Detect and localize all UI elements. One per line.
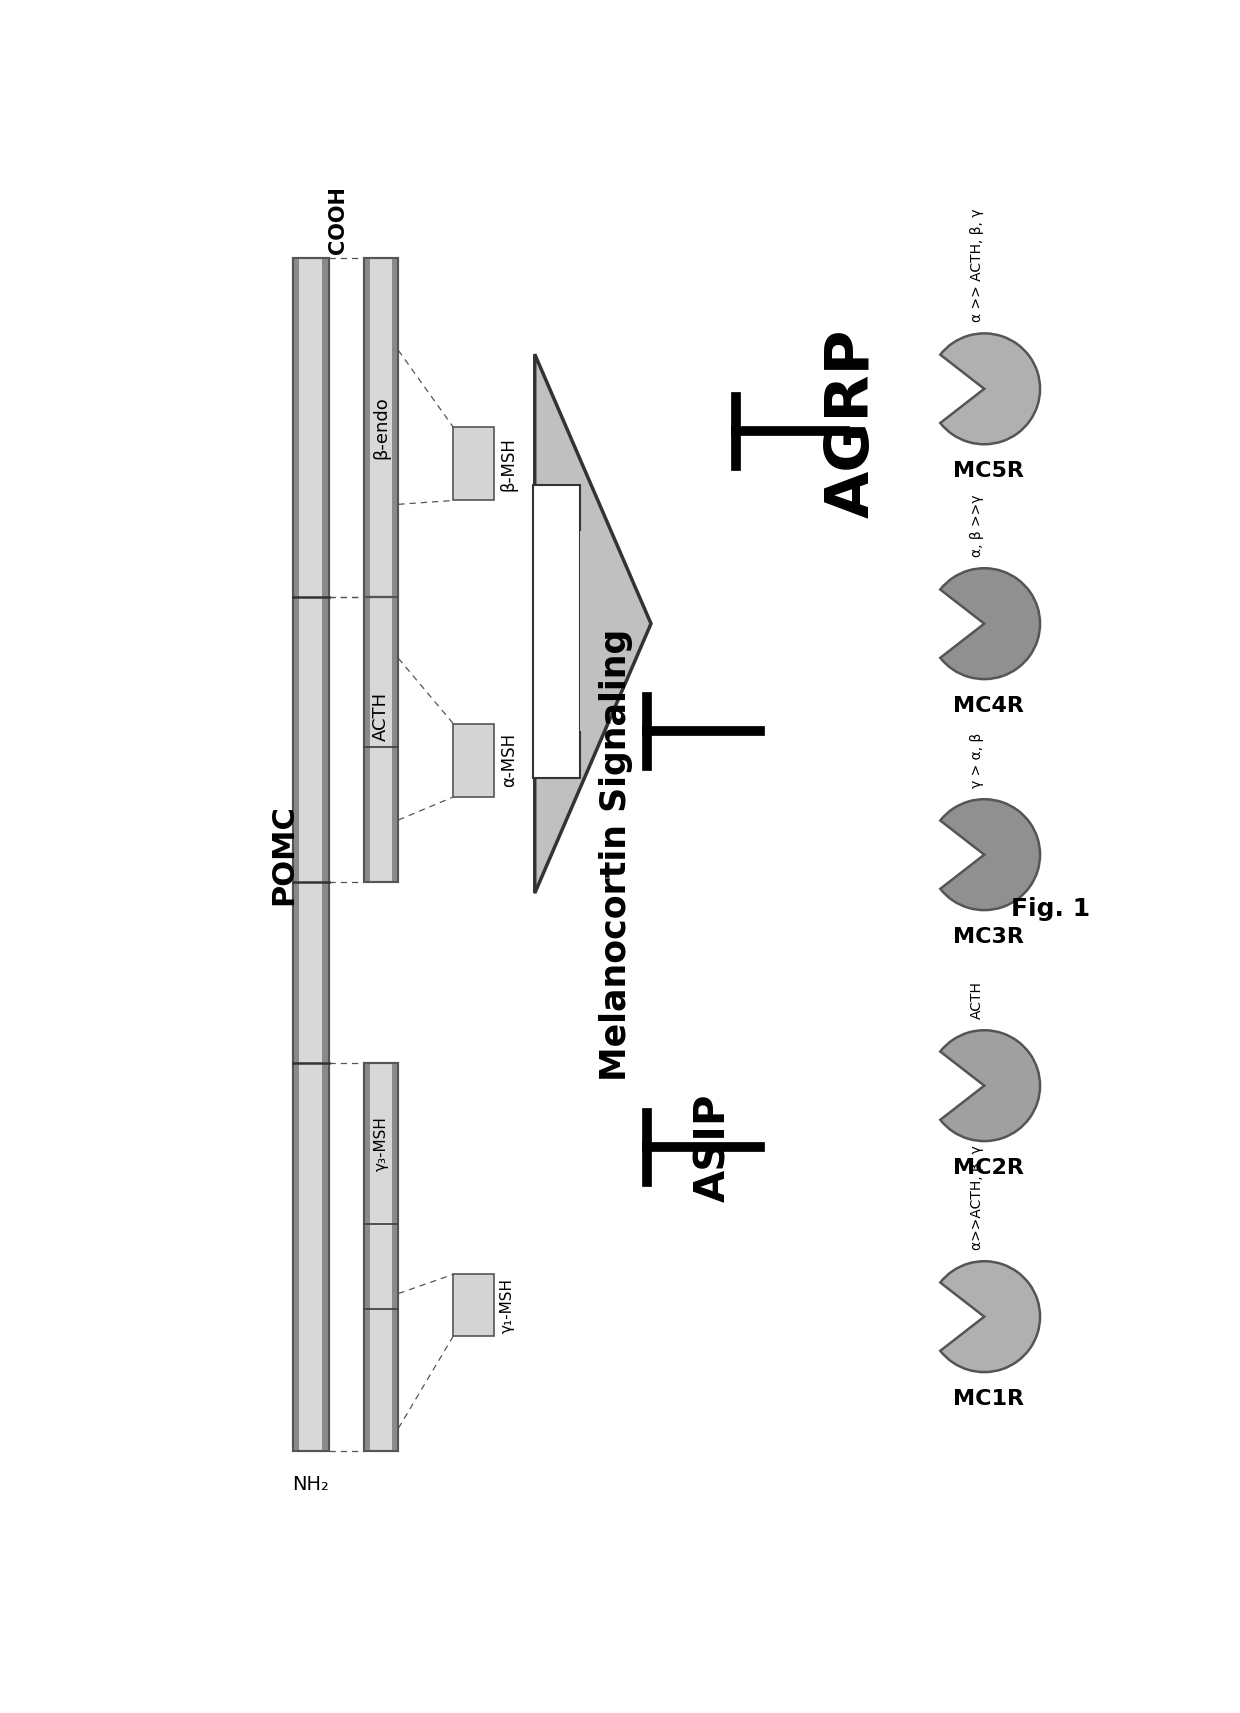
Bar — [293, 259, 299, 1451]
Bar — [365, 1062, 398, 1451]
Bar — [392, 596, 398, 882]
Text: γ₃-MSH: γ₃-MSH — [373, 1115, 389, 1172]
Bar — [293, 259, 329, 1451]
Bar — [392, 259, 398, 596]
Text: MC4R: MC4R — [952, 695, 1023, 716]
Text: γ > α, β: γ > α, β — [970, 733, 983, 788]
Text: ACTH: ACTH — [970, 982, 983, 1019]
Bar — [365, 596, 371, 882]
Text: COOH: COOH — [327, 187, 348, 254]
Text: MC2R: MC2R — [952, 1158, 1023, 1179]
Bar — [365, 259, 398, 596]
Wedge shape — [940, 1261, 1040, 1372]
Text: MC5R: MC5R — [952, 461, 1023, 481]
Text: α-MSH: α-MSH — [500, 733, 518, 788]
Bar — [322, 259, 329, 1451]
Text: ASIP: ASIP — [692, 1093, 734, 1201]
Text: MC1R: MC1R — [952, 1389, 1024, 1410]
Bar — [533, 485, 580, 778]
Bar — [454, 1274, 494, 1336]
Text: α >> ACTH, β, γ: α >> ACTH, β, γ — [970, 209, 983, 322]
Wedge shape — [940, 1030, 1040, 1141]
Bar — [365, 596, 398, 882]
Bar — [365, 596, 398, 882]
Text: β-MSH: β-MSH — [500, 437, 518, 492]
Text: AGRP: AGRP — [823, 329, 882, 517]
Bar — [365, 259, 398, 596]
Text: ACTH: ACTH — [372, 692, 391, 740]
Text: Melanocortin Signaling: Melanocortin Signaling — [599, 629, 634, 1081]
Bar — [365, 259, 371, 596]
Bar — [365, 1062, 398, 1451]
Bar — [293, 259, 329, 1451]
Text: α, β >>γ: α, β >>γ — [970, 493, 983, 557]
Wedge shape — [940, 800, 1040, 910]
Text: γ₁-MSH: γ₁-MSH — [500, 1278, 515, 1333]
Bar — [392, 1062, 398, 1451]
Polygon shape — [534, 355, 651, 892]
Text: MC3R: MC3R — [952, 927, 1023, 947]
Bar — [365, 1062, 371, 1451]
Bar — [580, 531, 603, 731]
Text: β-endo: β-endo — [372, 396, 391, 459]
Bar — [454, 427, 494, 500]
Wedge shape — [940, 569, 1040, 678]
Text: Fig. 1: Fig. 1 — [1011, 896, 1090, 920]
Text: NH₂: NH₂ — [293, 1475, 329, 1494]
Bar — [454, 725, 494, 797]
Text: α>>ACTH, β, γ: α>>ACTH, β, γ — [970, 1144, 983, 1250]
Text: POMC: POMC — [269, 803, 298, 904]
Wedge shape — [940, 334, 1040, 444]
